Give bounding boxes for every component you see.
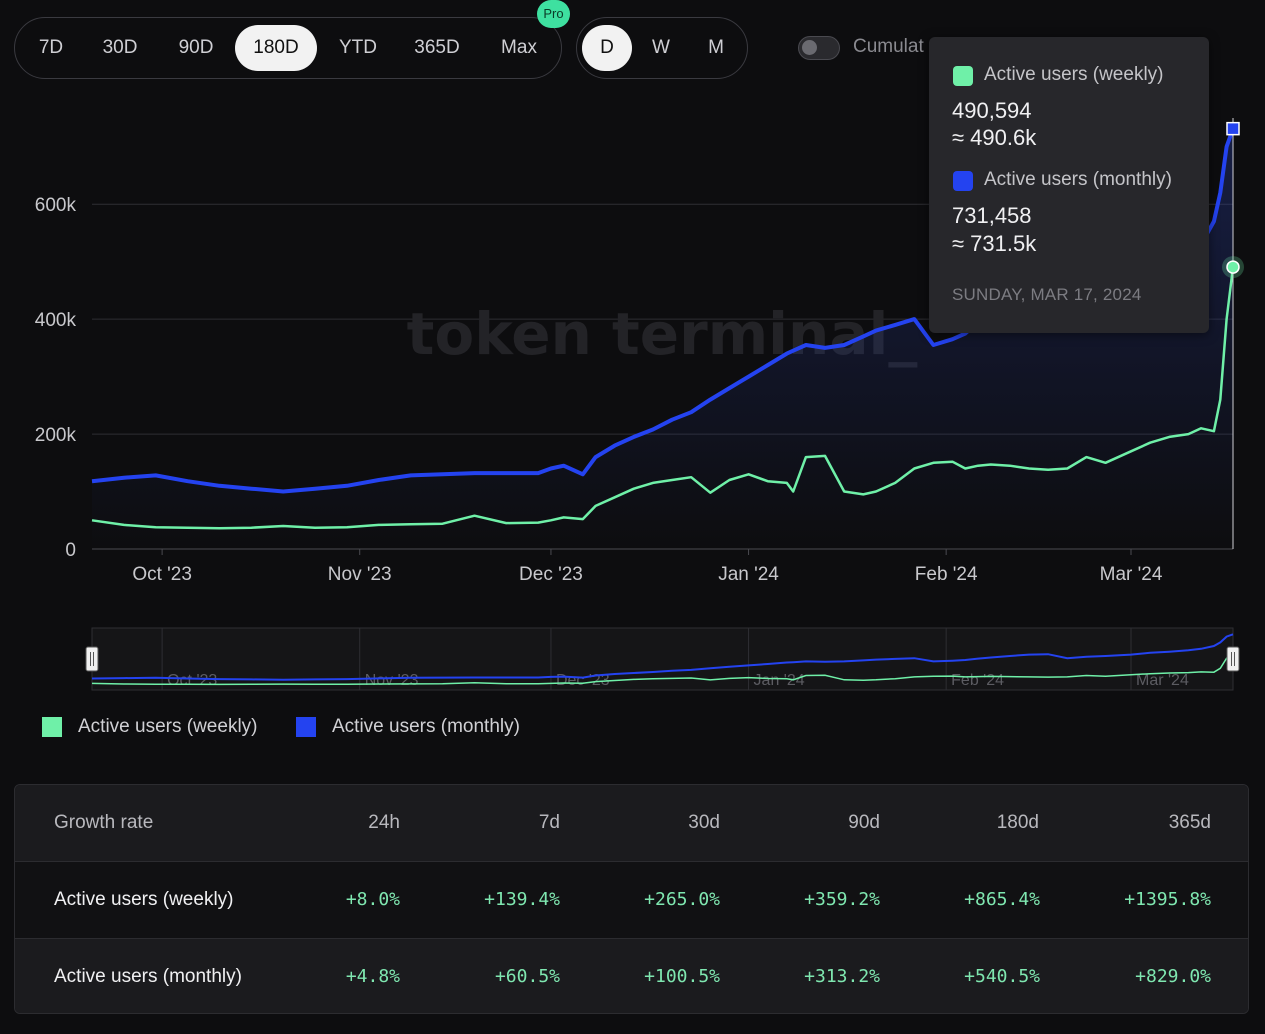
column-header-90d: 90d (848, 812, 880, 833)
navigator-tick-label: Mar '24 (1136, 672, 1189, 689)
range-7d-button[interactable]: 7D (38, 37, 64, 58)
x-tick-label: Oct '23 (132, 564, 192, 585)
navigator-frame (91, 627, 1234, 691)
legend-weekly-label: Active users (weekly) (78, 716, 258, 737)
tooltip-monthly-label: Active users (monthly) (984, 169, 1172, 190)
frequency-d-button[interactable]: D (582, 25, 632, 71)
range-navigator[interactable]: Oct '23 Nov '23 Dec '23 Jan '24 Feb '24 Mar '… (85, 627, 1240, 691)
y-tick-label: 200k (35, 425, 77, 446)
navigator-tick-label: Jan '24 (754, 672, 805, 689)
cell-weekly-7d: +139.4% (484, 889, 560, 910)
tooltip-weekly-label: Active users (weekly) (984, 64, 1164, 85)
y-tick-label: 600k (35, 195, 77, 216)
weekly-marker (1226, 260, 1240, 274)
cell-monthly-24h: +4.8% (345, 966, 400, 987)
navigator-line-monthly (91, 633, 1234, 681)
cell-monthly-365d: +829.0% (1135, 966, 1211, 987)
range-365d-button[interactable]: 365D (414, 37, 460, 58)
cumulative-toggle[interactable] (798, 36, 840, 60)
legend-monthly-label: Active users (monthly) (332, 716, 520, 737)
navigator-right-handle[interactable] (1226, 646, 1240, 672)
frequency-selector: D W M (576, 17, 748, 79)
tooltip-weekly-approx: ≈ 490.6k (952, 125, 1037, 150)
cell-weekly-365d: +1395.8% (1124, 889, 1211, 910)
tooltip-monthly-value: 731,458 (952, 203, 1032, 228)
frequency-w-button[interactable]: W (652, 37, 670, 58)
range-30d-button[interactable]: 30D (102, 37, 138, 58)
monthly-area-fill (92, 128, 1233, 549)
navigator-left-handle[interactable] (85, 646, 99, 672)
range-180d-button[interactable]: 180D (235, 25, 317, 71)
y-tick-label: 0 (65, 540, 76, 561)
tooltip-weekly-value: 490,594 (952, 98, 1032, 123)
tooltip-weekly-swatch (953, 66, 973, 86)
series-line-weekly (91, 266, 1235, 530)
cell-monthly-90d: +313.2% (804, 966, 880, 987)
row-label-weekly: Active users (weekly) (54, 889, 234, 910)
cell-weekly-90d: +359.2% (804, 889, 880, 910)
row-label-monthly: Active users (monthly) (54, 966, 242, 987)
column-header-365d: 365d (1168, 812, 1211, 833)
monthly-marker (1226, 121, 1240, 136)
cell-weekly-24h: +8.0% (345, 889, 400, 910)
tooltip: Active users (weekly) 490,594 ≈ 490.6k A… (929, 37, 1209, 333)
cell-monthly-180d: +540.5% (964, 966, 1040, 987)
tooltip-monthly-approx: ≈ 731.5k (952, 231, 1037, 256)
toggle-knob (802, 40, 817, 55)
growth-rate-table: Growth rate 24h 7d 30d 90d 180d 365d Act… (14, 784, 1249, 1014)
x-tick-label: Dec '23 (519, 564, 583, 585)
cell-weekly-180d: +865.4% (964, 889, 1040, 910)
cumulative-label: Cumulat (853, 36, 924, 57)
cell-monthly-30d: +100.5% (644, 966, 720, 987)
column-header-growth-rate: Growth rate (54, 812, 154, 833)
range-90d-button[interactable]: 90D (178, 37, 214, 58)
tooltip-monthly-swatch (953, 171, 973, 191)
table-header-row: Growth rate 24h 7d 30d 90d 180d 365d (15, 785, 1248, 862)
x-tick-label: Feb '24 (915, 564, 978, 585)
range-max-button[interactable]: Max (501, 37, 537, 58)
x-tick-label: Nov '23 (328, 564, 392, 585)
navigator-tick-label: Nov '23 (365, 672, 419, 689)
column-header-24h: 24h (368, 812, 400, 833)
cell-monthly-7d: +60.5% (494, 966, 560, 987)
frequency-m-button[interactable]: M (708, 37, 724, 58)
column-header-180d: 180d (996, 812, 1039, 833)
time-range-selector: 7D 30D 90D 180D YTD 365D Max (14, 17, 562, 79)
x-tick-label: Jan '24 (718, 564, 779, 585)
x-tick-label: Mar '24 (1100, 564, 1163, 585)
navigator-line-weekly (91, 651, 1234, 686)
table-row: Active users (weekly) +8.0% +139.4% +265… (15, 862, 1248, 939)
pro-badge: Pro (537, 0, 570, 28)
line-chart[interactable]: 0 200k 400k 600k Oct '23 Nov '23 Dec '23 Jan '2… (0, 90, 1265, 700)
legend-monthly-swatch (296, 717, 316, 737)
y-tick-label: 400k (35, 310, 77, 331)
tooltip-date: SUNDAY, MAR 17, 2024 (952, 285, 1142, 304)
navigator-tick-label: Oct '23 (167, 672, 217, 689)
table-row: Active users (monthly) +4.8% +60.5% +100… (15, 939, 1248, 1013)
range-ytd-button[interactable]: YTD (339, 37, 377, 58)
column-header-30d: 30d (688, 812, 720, 833)
legend-weekly-swatch (42, 717, 62, 737)
cell-weekly-30d: +265.0% (644, 889, 720, 910)
column-header-7d: 7d (538, 812, 560, 833)
navigator-tick-label: Feb '24 (951, 672, 1004, 689)
